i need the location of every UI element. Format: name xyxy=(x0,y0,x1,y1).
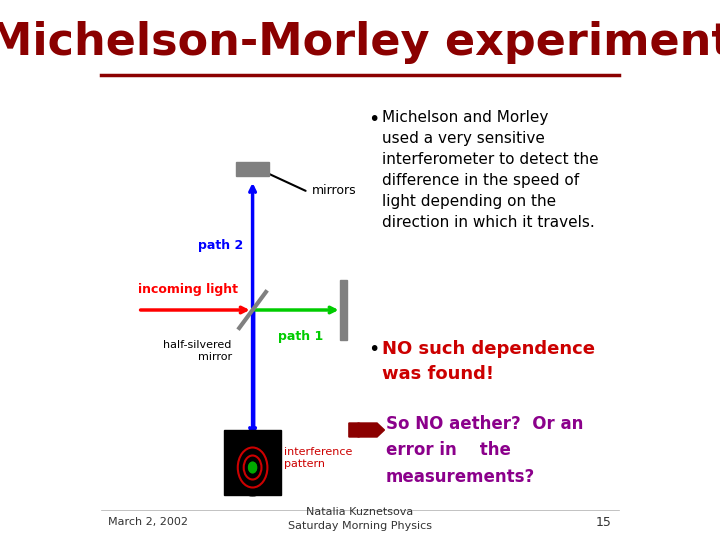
Text: March 2, 2002: March 2, 2002 xyxy=(108,517,188,527)
Text: incoming light: incoming light xyxy=(138,283,238,296)
Text: Natalia Kuznetsova
Saturday Morning Physics: Natalia Kuznetsova Saturday Morning Phys… xyxy=(288,508,432,531)
Bar xyxy=(236,162,269,176)
Text: •: • xyxy=(368,110,379,129)
Text: NO such dependence
was found!: NO such dependence was found! xyxy=(382,340,595,383)
Text: interference
pattern: interference pattern xyxy=(284,447,352,469)
FancyArrow shape xyxy=(349,423,384,437)
Text: •: • xyxy=(368,340,379,359)
Text: path 1: path 1 xyxy=(278,330,323,343)
Text: Michelson-Morley experiment: Michelson-Morley experiment xyxy=(0,21,720,64)
Text: path 2: path 2 xyxy=(199,239,243,252)
Bar xyxy=(225,430,281,495)
Text: 15: 15 xyxy=(596,516,612,529)
Text: mirrors: mirrors xyxy=(312,184,356,197)
Circle shape xyxy=(249,462,256,472)
Text: Michelson and Morley
used a very sensitive
interferometer to detect the
differen: Michelson and Morley used a very sensiti… xyxy=(382,110,599,230)
Text: half-silvered
mirror: half-silvered mirror xyxy=(163,340,232,362)
Bar xyxy=(340,280,348,340)
Text: So NO aether?  Or an
error in    the
measurements?: So NO aether? Or an error in the measure… xyxy=(386,415,583,486)
